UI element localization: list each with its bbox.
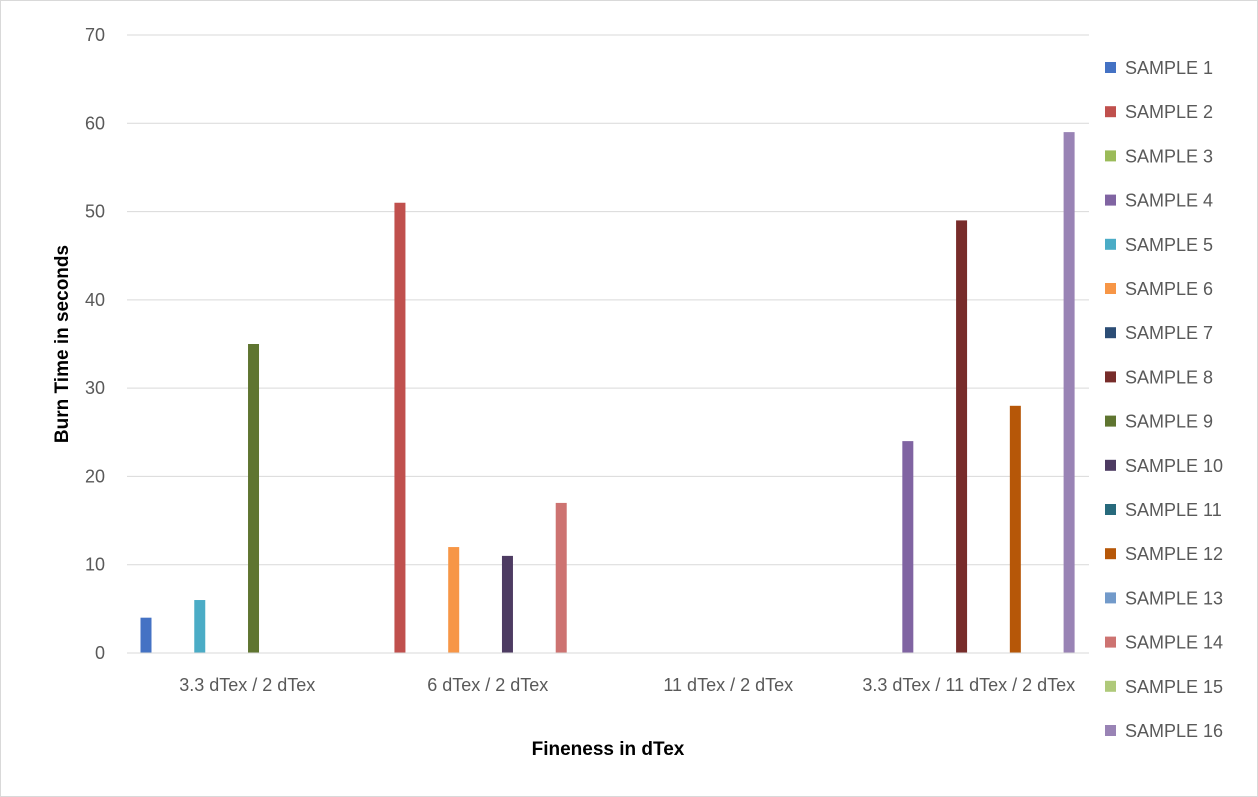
bar [140,617,152,653]
legend-label: SAMPLE 7 [1125,323,1213,343]
legend-label: SAMPLE 1 [1125,58,1213,78]
bars [140,132,1075,654]
legend-swatch [1105,636,1116,648]
y-tick-label: 70 [85,25,105,45]
legend-label: SAMPLE 11 [1125,500,1222,520]
x-tick-label: 3.3 dTex / 11 dTex / 2 dTex [862,675,1075,695]
legend-label: SAMPLE 10 [1125,456,1223,476]
legend-swatch [1105,592,1116,604]
legend-label: SAMPLE 6 [1125,279,1213,299]
legend-swatch [1105,680,1116,692]
y-tick-label: 0 [95,643,105,663]
legend-swatch [1105,238,1116,250]
bar [956,220,968,653]
legend-label: SAMPLE 14 [1125,633,1223,653]
y-tick-label: 60 [85,113,105,133]
y-tick-label: 40 [85,290,105,310]
bar [194,600,206,653]
legend-swatch [1105,504,1116,515]
legend-swatch [1105,725,1116,736]
legend-swatch [1105,327,1116,339]
bar [394,202,406,653]
y-axis-title: Burn Time in seconds [52,245,73,443]
legend-label: SAMPLE 12 [1125,544,1223,564]
bar [1009,405,1021,653]
y-tick-label: 50 [85,202,105,222]
legend-label: SAMPLE 8 [1125,367,1213,387]
legend-label: SAMPLE 16 [1125,721,1223,741]
bar [248,344,260,653]
x-tick-label: 3.3 dTex / 2 dTex [179,675,315,695]
legend-swatch [1105,548,1116,560]
legend-label: SAMPLE 4 [1125,191,1213,211]
bar [555,502,567,653]
legend-label: SAMPLE 5 [1125,235,1213,255]
bar [501,555,513,653]
bar [448,547,460,653]
y-tick-label: 20 [85,466,105,486]
legend-swatch [1105,106,1116,118]
legend: SAMPLE 1 SAMPLE 2 SAMPLE 3 SAMPLE 4 SAMPLE 5… [1105,58,1223,741]
legend-label: SAMPLE 3 [1125,146,1213,166]
legend-label: SAMPLE 13 [1125,588,1223,608]
gridlines [127,34,1089,566]
x-tick-label: 11 dTex / 2 dTex [663,675,793,695]
legend-label: SAMPLE 2 [1125,102,1213,122]
legend-label: SAMPLE 9 [1125,412,1213,432]
axes: 0 10 20 30 40 50 60 70 3.3 dTex / 2 dTex 6 dTex /… [85,25,1089,695]
legend-swatch [1105,371,1116,383]
x-tick-label: 6 dTex / 2 dTex [427,675,548,695]
legend-swatch [1105,194,1116,206]
legend-swatch [1105,283,1116,294]
legend-label: SAMPLE 15 [1125,677,1223,697]
legend-swatch [1105,415,1116,427]
y-tick-label: 10 [85,555,105,575]
y-tick-label: 30 [85,378,105,398]
legend-swatch [1105,150,1116,162]
legend-swatch [1105,459,1116,471]
bar [902,441,914,653]
x-axis-title: Fineness in dTex [532,739,685,760]
legend-swatch [1105,62,1116,73]
bar [1063,132,1075,654]
